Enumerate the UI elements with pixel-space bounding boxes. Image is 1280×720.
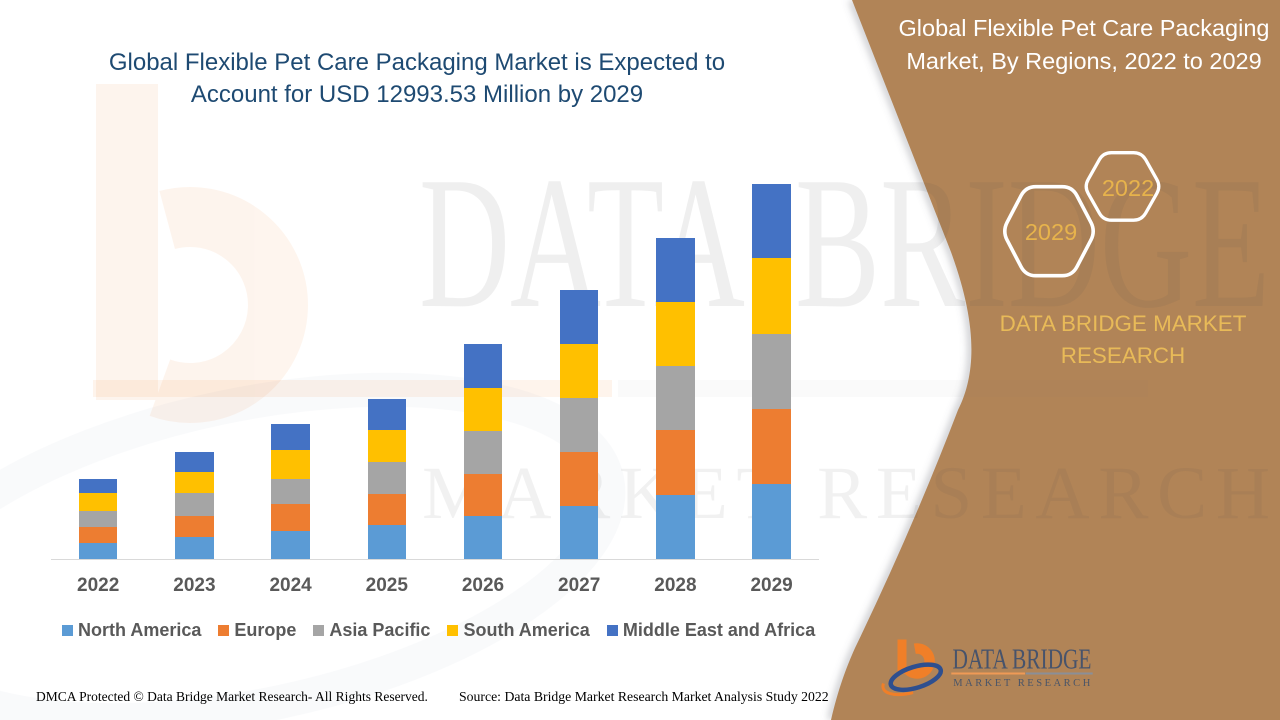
svg-text:MARKET RESEARCH: MARKET RESEARCH (422, 452, 1270, 535)
svg-text:DATA BRIDGE: DATA BRIDGE (953, 645, 1092, 676)
svg-text:MARKET RESEARCH: MARKET RESEARCH (953, 678, 1090, 689)
svg-text:BRIDGE: BRIDGE (795, 138, 1270, 347)
